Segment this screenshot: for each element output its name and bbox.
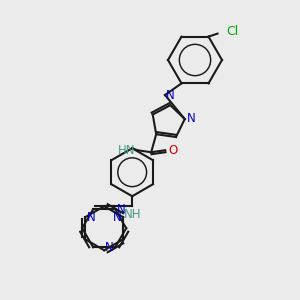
Text: O: O bbox=[168, 144, 177, 157]
Text: N: N bbox=[87, 211, 96, 224]
Text: HN: HN bbox=[118, 144, 135, 157]
Text: NH: NH bbox=[123, 208, 141, 221]
Text: Cl: Cl bbox=[226, 25, 239, 38]
Text: N: N bbox=[117, 203, 126, 216]
Text: N: N bbox=[187, 112, 196, 124]
Text: N: N bbox=[166, 89, 175, 102]
Text: N: N bbox=[104, 241, 113, 254]
Text: N: N bbox=[112, 211, 121, 224]
